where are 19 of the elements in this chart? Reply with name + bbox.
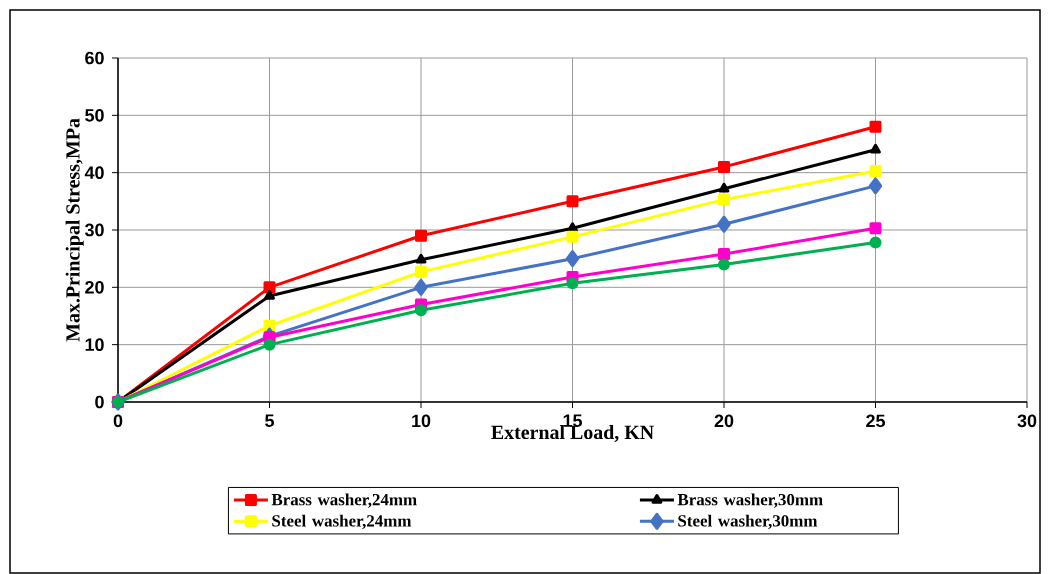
- x-tick-label: 10: [412, 414, 431, 428]
- x-tick-label: 0: [113, 414, 123, 428]
- x-tick-label: 15: [563, 414, 582, 428]
- y-tick-label: 30: [84, 223, 104, 237]
- legend-label: Steel washer,30mm: [678, 514, 818, 530]
- x-tick-label: 5: [265, 414, 275, 428]
- y-tick-label: 50: [85, 108, 104, 122]
- y-axis-title: Max.Principal Stress,MPa: [65, 118, 84, 342]
- y-tick-label: 10: [85, 338, 104, 351]
- legend-label: Brass washer,30mm: [677, 493, 823, 508]
- x-tick-label: 30: [1017, 414, 1037, 428]
- y-tick-label: 0: [95, 395, 104, 409]
- x-tick-label: 20: [714, 414, 734, 428]
- x-tick-label: 25: [866, 414, 885, 428]
- legend-label: Steel washer,24mm: [272, 514, 412, 530]
- y-tick-label: 60: [85, 51, 104, 65]
- legend-label: Brass washer,24mm: [271, 493, 417, 508]
- y-tick-label: 40: [84, 166, 104, 179]
- y-tick-label: 20: [85, 280, 104, 294]
